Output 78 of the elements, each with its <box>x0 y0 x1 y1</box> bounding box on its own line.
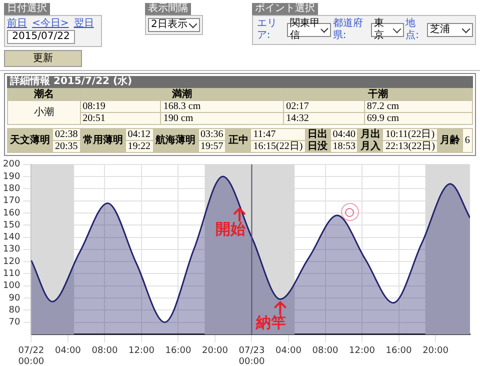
text: 東京 <box>374 18 386 42</box>
text: 2日表示 <box>150 19 188 31</box>
text: 航海薄明 <box>156 135 196 146</box>
text: エリア: <box>256 18 277 41</box>
text: 月齢 <box>440 135 460 146</box>
text: 190 cm <box>163 113 194 124</box>
text: 表示間隔 <box>148 3 188 14</box>
text: 日出 <box>308 129 328 140</box>
text: 14:32 <box>286 113 309 124</box>
x-tick-label: 12:00 <box>349 346 376 356</box>
text: 10:11(22日) <box>385 129 435 140</box>
x-tick-label: 16:00 <box>165 346 192 356</box>
text: 潮名 <box>34 89 54 100</box>
text: 6 <box>464 135 470 146</box>
text: 87.2 cm <box>366 101 400 112</box>
y-tick-label: 180 <box>2 184 20 194</box>
text: 詳細情報 2015/7/22 (水) <box>10 76 132 87</box>
text: 02:17 <box>286 101 309 112</box>
text: 69.9 cm <box>366 113 400 124</box>
annotation: 納竿 <box>255 314 286 332</box>
text: 20:35 <box>54 141 78 152</box>
annotation: 開始 <box>215 220 246 238</box>
x-tick-label: 08:00 <box>92 346 118 356</box>
y-tick-label: 120 <box>2 256 20 267</box>
y-tick-label: 140 <box>2 232 20 243</box>
x-tick-label: 04:00 <box>276 346 302 356</box>
text: 芝浦 <box>430 24 450 36</box>
text: 04:12 <box>128 129 151 140</box>
text: 03:36 <box>200 129 224 140</box>
text: 天文薄明 <box>10 135 50 146</box>
text: 更新 <box>33 53 53 64</box>
y-tick-label: 70 <box>8 318 20 328</box>
text: 満潮 <box>172 89 192 100</box>
y-tick-label: 110 <box>2 269 20 280</box>
text: 正中 <box>228 135 248 146</box>
y-tick-label: 160 <box>2 208 20 218</box>
x-tick-label: 04:00 <box>54 346 82 356</box>
text: 04:40 <box>332 129 356 140</box>
text: 前日 <box>7 18 27 29</box>
y-tick-label: 100 <box>2 281 20 292</box>
text: 干潮 <box>368 89 388 100</box>
x-tick-label: 08:00 <box>312 346 338 356</box>
text: 168.3 cm <box>163 101 201 112</box>
x-tick-label: 20:00 <box>422 346 449 356</box>
x-tick-label: 20:00 <box>202 346 228 356</box>
text: <今日> <box>32 18 69 29</box>
text: 08:19 <box>82 101 106 112</box>
y-tick-label: 150 <box>2 220 20 230</box>
x-tick-label: 07/23 00:00 <box>238 346 265 366</box>
text: 月入 <box>360 141 380 152</box>
text: 22:13(22日) <box>385 141 435 152</box>
text: 19:57 <box>200 141 224 152</box>
text: 関東甲信 <box>290 18 321 42</box>
y-tick-label: 130 <box>2 244 20 255</box>
text: 11:47 <box>253 129 276 140</box>
y-tick-label: 90 <box>8 293 20 304</box>
text: 翌日 <box>74 18 94 29</box>
text: 都道府県: <box>332 18 363 41</box>
text: 02:38 <box>54 129 78 140</box>
text: 2015/07/22 <box>12 31 70 42</box>
text: 日没 <box>308 141 328 152</box>
text: 19:22 <box>128 141 151 152</box>
text: 20:51 <box>82 113 106 124</box>
x-tick-label: 12:00 <box>128 346 155 356</box>
y-tick-label: 80 <box>8 305 20 316</box>
text: 小潮 <box>34 107 54 118</box>
x-tick-label: 16:00 <box>386 346 412 356</box>
x-tick-label: 07/22 00:00 <box>18 346 44 366</box>
y-tick-label: 190 <box>2 172 20 182</box>
text: ポイント選択 <box>254 3 315 14</box>
text: 地点: <box>406 18 419 41</box>
text: 月出 <box>360 129 380 140</box>
y-tick-label: 170 <box>2 196 20 206</box>
text: 常用薄明 <box>82 135 123 146</box>
text: 16:15(22日) <box>253 141 303 152</box>
text: 18:53 <box>332 141 356 152</box>
y-tick-label: 200 <box>2 160 20 170</box>
text: 日付選択 <box>7 3 47 14</box>
